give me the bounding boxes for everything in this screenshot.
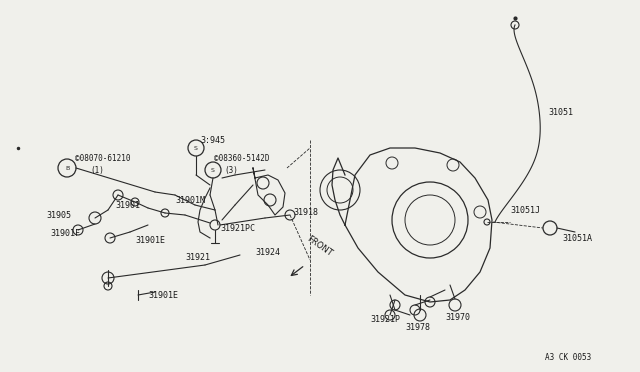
Text: 31918: 31918 (293, 208, 318, 217)
Text: 31051J: 31051J (510, 205, 540, 215)
Text: 31924: 31924 (255, 247, 280, 257)
Text: 31921: 31921 (185, 253, 210, 263)
Text: S: S (194, 145, 198, 151)
Text: ©08070-61210: ©08070-61210 (75, 154, 131, 163)
Text: 31051A: 31051A (562, 234, 592, 243)
Text: 31970: 31970 (445, 314, 470, 323)
Text: 31051: 31051 (548, 108, 573, 116)
Text: 3:945: 3:945 (200, 135, 225, 144)
Text: A3 CK 0053: A3 CK 0053 (545, 353, 591, 362)
Text: S: S (211, 167, 215, 173)
Text: 31901: 31901 (115, 201, 140, 209)
Text: 31901M: 31901M (175, 196, 205, 205)
Text: ©08360-5142D: ©08360-5142D (214, 154, 269, 163)
Text: 31921P: 31921P (370, 315, 400, 324)
Text: 31921PC: 31921PC (220, 224, 255, 232)
Text: B: B (65, 166, 69, 170)
Text: 31901E: 31901E (135, 235, 165, 244)
Text: 31978: 31978 (405, 324, 430, 333)
Text: 31905: 31905 (46, 211, 71, 219)
Text: (1): (1) (90, 166, 104, 174)
Text: (3): (3) (224, 166, 238, 174)
Text: 31901E: 31901E (148, 291, 178, 299)
Text: FRONT: FRONT (305, 234, 333, 258)
Text: 31901F: 31901F (50, 228, 80, 237)
